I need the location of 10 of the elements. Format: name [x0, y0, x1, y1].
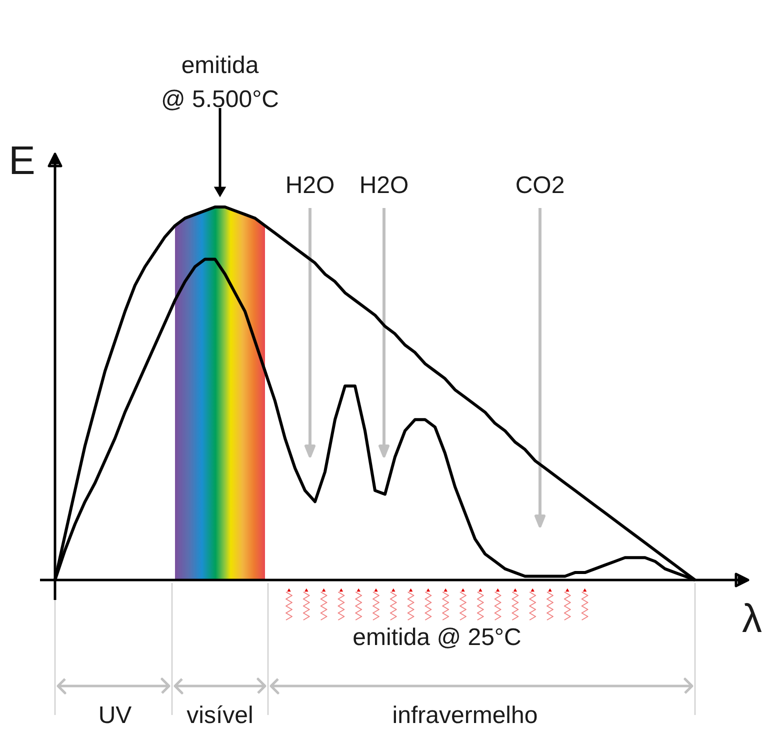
x-axis-title: λ	[742, 597, 762, 641]
y-axis-title: E	[8, 139, 36, 183]
text: CO2	[515, 172, 565, 199]
text: H2O	[359, 172, 409, 199]
text: UV	[98, 702, 132, 729]
text: emitida @ 25°C	[352, 624, 522, 651]
text: H2O	[285, 172, 335, 199]
text: visível	[186, 702, 254, 729]
text: emitida @ 5.500°C	[160, 52, 280, 113]
text: infravermelho	[392, 702, 538, 729]
